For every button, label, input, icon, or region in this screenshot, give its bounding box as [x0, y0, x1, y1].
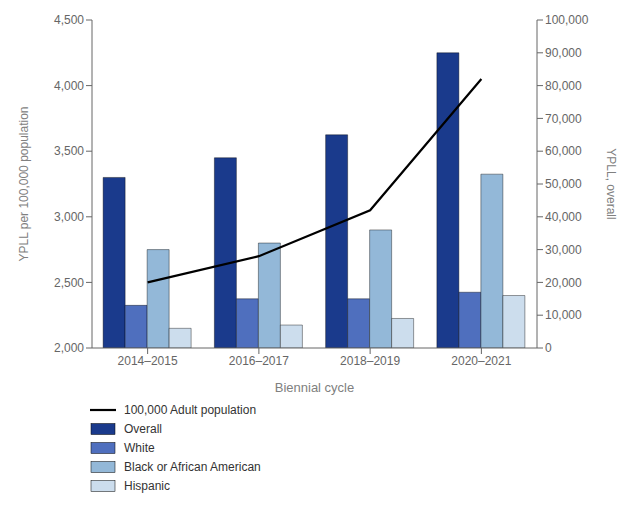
html-text:Hispanic: Hispanic [124, 478, 170, 493]
svg-text:70,000: 70,000 [545, 112, 582, 126]
svg-text:3,500: 3,500 [54, 144, 84, 158]
svg-text:20,000: 20,000 [545, 276, 582, 290]
svg-text:10,000: 10,000 [545, 308, 582, 322]
svg-text:2014–2015: 2014–2015 [118, 354, 178, 368]
svg-text:30,000: 30,000 [545, 243, 582, 257]
html-text:100,000 Adult population: 100,000 Adult population [124, 402, 257, 417]
html-text:White: White [124, 440, 155, 455]
svg-text:2018–2019: 2018–2019 [340, 354, 400, 368]
svg-text:2020–2021: 2020–2021 [451, 354, 511, 368]
svg-text:2,000: 2,000 [54, 341, 84, 355]
svg-text:Biennial cycle: Biennial cycle [275, 380, 355, 395]
svg-text:60,000: 60,000 [545, 144, 582, 158]
html-text:Black or African American: Black or African American [124, 459, 261, 474]
svg-text:3,000: 3,000 [54, 210, 84, 224]
svg-text:YPLL per 100,000 population: YPLL per 100,000 population [17, 106, 31, 261]
svg-text:100,000: 100,000 [545, 13, 589, 27]
html-text:Overall: Overall [124, 421, 162, 436]
svg-text:2,500: 2,500 [54, 276, 84, 290]
svg-text:80,000: 80,000 [545, 79, 582, 93]
svg-text:YPLL, overall: YPLL, overall [604, 148, 618, 219]
svg-text:90,000: 90,000 [545, 46, 582, 60]
svg-text:2016–2017: 2016–2017 [229, 354, 289, 368]
svg-text:40,000: 40,000 [545, 210, 582, 224]
svg-text:4,500: 4,500 [54, 13, 84, 27]
svg-text:4,000: 4,000 [54, 79, 84, 93]
svg-text:50,000: 50,000 [545, 177, 582, 191]
svg-text:0: 0 [545, 341, 552, 355]
